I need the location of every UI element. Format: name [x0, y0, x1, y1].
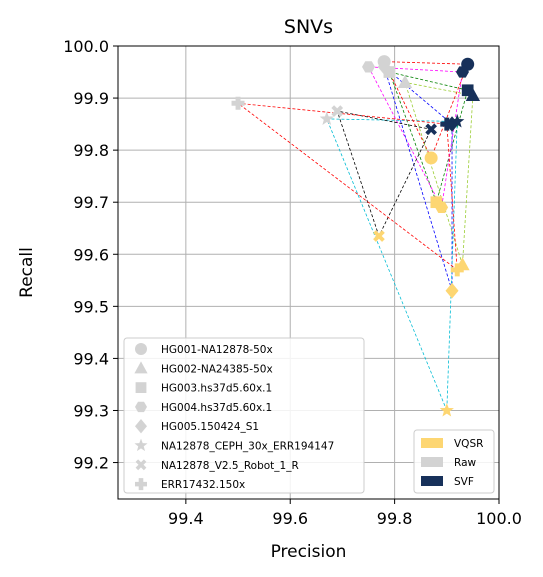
legend-sample-label: NA12878_CEPH_30x_ERR194147 — [161, 441, 334, 453]
point-plus-vqsr — [450, 263, 464, 277]
y-tick-label: 99.7 — [73, 193, 109, 212]
legend-circle-icon — [135, 343, 147, 355]
point-x-vqsr — [373, 230, 385, 242]
point-hexagon-vqsr — [435, 201, 449, 214]
legend-sample-label: HG005.150424_S1 — [161, 421, 259, 433]
point-triangle-raw — [397, 74, 413, 88]
point-x-svf — [425, 123, 438, 136]
y-axis-label: Recall — [17, 247, 37, 298]
legend-hexagon-icon — [135, 401, 147, 413]
legend-x-icon — [135, 459, 147, 471]
y-ticks: 99.2 99.3 99.4 99.5 99.6 99.7 99.8 99.9 100.0 — [63, 37, 118, 473]
x-tick-label: 99.8 — [377, 509, 413, 528]
connector-hg002-na24385-50x — [404, 81, 474, 265]
y-tick-label: 99.9 — [73, 89, 109, 108]
legend-sample-label: HG002-NA24385-50x — [161, 363, 273, 375]
point-star-vqsr — [439, 403, 454, 417]
x-tick-label: 100.0 — [476, 509, 522, 528]
legend-sample-label: HG004.hs37d5.60x.1 — [161, 402, 272, 414]
x-tick-label: 99.4 — [168, 509, 204, 528]
point-plus-svf — [440, 117, 454, 131]
chart-title: SNVs — [284, 16, 333, 38]
connector-hg001-na12878-50x — [383, 61, 469, 159]
legend-method-label: VQSR — [454, 438, 483, 450]
legend-sample-label: NA12878_V2.5_Robot_1_R — [161, 460, 299, 472]
connector-hg005-150424-s1 — [383, 65, 453, 291]
point-star-svf — [450, 114, 465, 128]
point-hexagon-raw — [362, 61, 376, 73]
point-diamond-vqsr — [445, 282, 459, 299]
x-ticks: 99.4 99.6 99.8 100.0 — [168, 499, 522, 528]
y-tick-label: 99.3 — [73, 401, 109, 420]
legend-triangle-icon — [134, 361, 148, 374]
y-tick-label: 100.0 — [63, 37, 109, 56]
point-plus-raw — [231, 96, 245, 110]
point-square-svf — [461, 84, 474, 97]
y-tick-label: 99.4 — [73, 349, 109, 368]
legend-methods: VQSR Raw SVF — [413, 429, 495, 494]
legend-sample-label: ERR17432.150x — [161, 479, 245, 491]
y-tick-label: 99.5 — [73, 297, 109, 316]
legend-swatch-svf — [421, 476, 443, 486]
point-square-vqsr — [430, 196, 443, 209]
legend-plus-icon — [135, 478, 147, 491]
point-star-raw — [319, 111, 334, 125]
legend-swatch-raw — [421, 457, 443, 467]
y-tick-label: 99.8 — [73, 141, 109, 160]
legend-star-icon — [134, 438, 148, 452]
x-tick-label: 99.6 — [272, 509, 308, 528]
data-points — [231, 55, 481, 417]
y-tick-label: 99.6 — [73, 245, 109, 264]
legend-method-label: Raw — [454, 457, 476, 469]
connector-hg003-hs37d5-60x-1 — [388, 71, 469, 204]
legend-sample-label: HG001-NA12878-50x — [161, 344, 273, 356]
legend-square-icon — [135, 382, 147, 393]
legend-swatch-vqsr — [421, 438, 443, 448]
legend-method-label: SVF — [454, 476, 474, 488]
connector-hg004-hs37d5-60x-1 — [367, 66, 463, 209]
y-tick-label: 99.2 — [73, 454, 109, 473]
point-diamond-raw — [377, 59, 391, 75]
legend-samples-box — [123, 337, 365, 494]
legend-sample-label: HG003.hs37d5.60x.1 — [161, 383, 272, 395]
connector-na12878-v2-5-robot-1-r — [336, 110, 432, 238]
point-square-raw — [383, 66, 396, 78]
legend-diamond-icon — [135, 419, 147, 434]
legend-samples: HG001-NA12878-50x HG002-NA24385-50x HG003.… — [123, 337, 365, 494]
point-circle-vqsr — [424, 151, 438, 165]
plot-frame — [117, 45, 500, 500]
point-x-raw — [331, 105, 344, 117]
x-axis-label: Precision — [271, 542, 347, 562]
point-hexagon-svf — [455, 66, 469, 78]
